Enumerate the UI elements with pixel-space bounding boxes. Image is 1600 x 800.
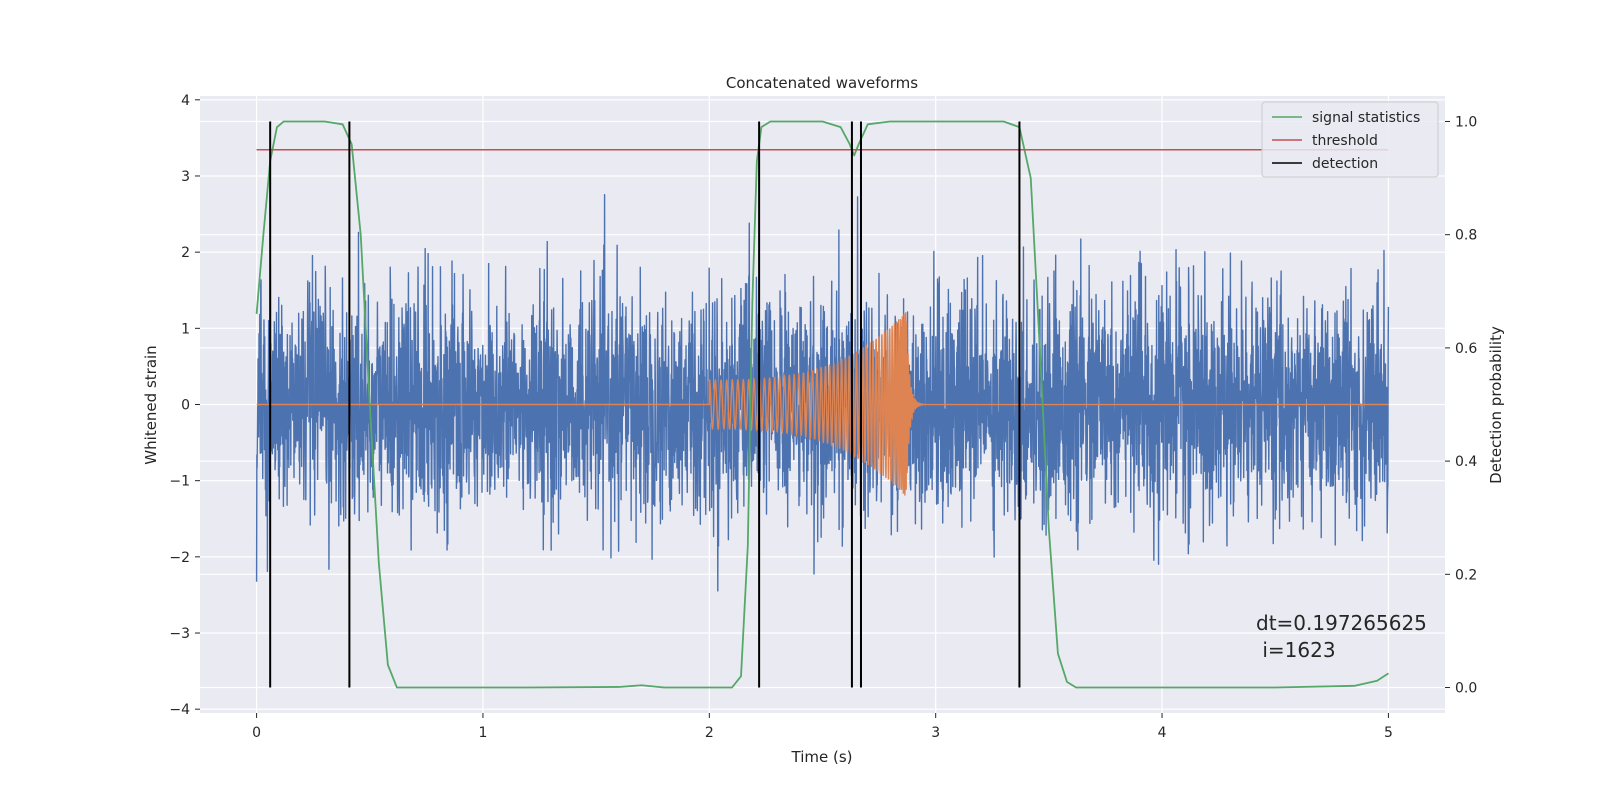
x-tick-label: 3 (931, 725, 940, 741)
legend-label-threshold: threshold (1312, 133, 1378, 149)
y2-tick-label: 0.0 (1455, 681, 1477, 697)
noise-line (255, 194, 1390, 592)
x-tick-label: 4 (1158, 725, 1167, 741)
noise-series (255, 194, 1390, 592)
chart-title: Concatenated waveforms (726, 74, 918, 92)
y-tick-label: −1 (169, 474, 190, 490)
y-tick-label: 0 (181, 398, 190, 414)
x-tick-label: 1 (478, 725, 487, 741)
injected-signal-series (256, 312, 1389, 496)
y-tick-label: −3 (169, 626, 190, 642)
y-tick-label: 1 (181, 321, 190, 337)
y-tick-label: −4 (169, 702, 190, 718)
detection-series (269, 121, 1021, 688)
y2-tick-label: 0.4 (1455, 454, 1477, 470)
y-tick-label: 2 (181, 245, 190, 261)
annotation-index: i=1623 (1256, 638, 1336, 662)
y-axis-label: Whitened strain (142, 345, 160, 464)
y2-tick-label: 0.6 (1455, 341, 1477, 357)
y2-axis-label: Detection probability (1487, 326, 1505, 484)
injected-signal-line (256, 312, 1389, 496)
legend-label-detection: detection (1312, 156, 1378, 172)
y2-tick-label: 1.0 (1455, 114, 1477, 130)
y2-tick-label: 0.2 (1455, 567, 1477, 583)
x-tick-label: 5 (1384, 725, 1393, 741)
y-tick-label: 3 (181, 169, 190, 185)
x-tick-label: 0 (252, 725, 261, 741)
annotation-dt: dt=0.197265625 (1256, 611, 1427, 635)
y-axis-ticks: −4 −3 −2 −1 0 1 2 3 4 (169, 93, 200, 718)
y2-tick-label: 0.8 (1455, 228, 1477, 244)
x-axis-ticks: 0 1 2 3 4 5 (252, 713, 1393, 741)
legend-label-signal-statistics: signal statistics (1312, 110, 1420, 126)
x-tick-label: 2 (705, 725, 714, 741)
y2-axis-ticks: 0.0 0.2 0.4 0.6 0.8 1.0 (1445, 114, 1477, 697)
legend: signal statistics threshold detection (1261, 101, 1439, 178)
y-tick-label: 4 (181, 93, 190, 109)
y-tick-label: −2 (169, 550, 190, 566)
x-axis-label: Time (s) (791, 748, 853, 766)
legend-box (1261, 101, 1439, 178)
